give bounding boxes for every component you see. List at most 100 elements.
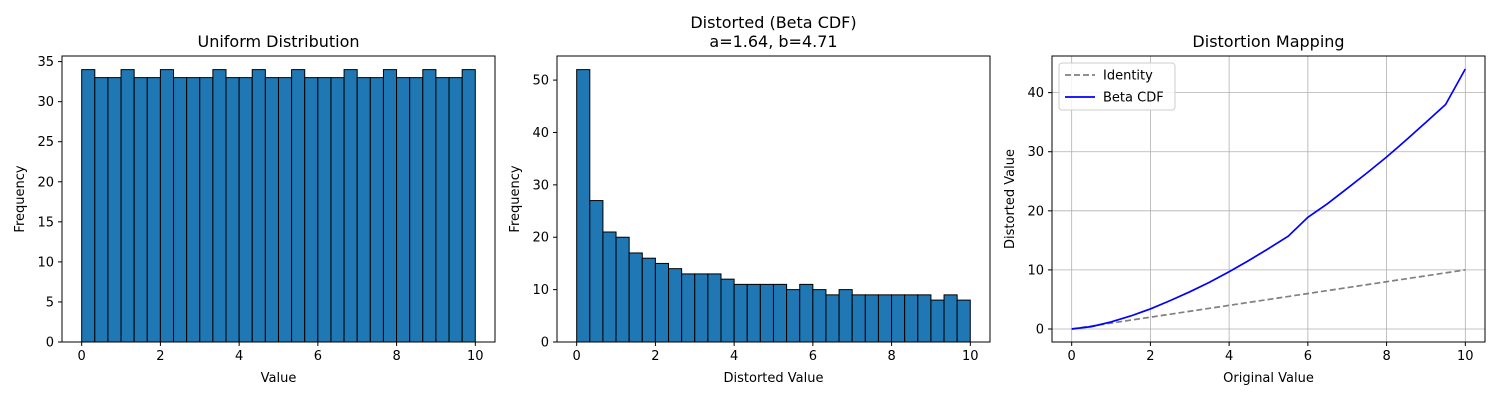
chart-title: Distorted (Beta CDF) a=1.64, b=4.71 [690,13,856,51]
histogram-bar [733,283,748,343]
x-tick-label: 6 [809,349,817,364]
y-tick-label: 0 [541,336,549,351]
x-tick-label: 4 [235,349,243,364]
histogram-bar [133,77,148,343]
histogram-bar [851,294,866,343]
histogram-bar [159,69,175,343]
histogram-bar [317,77,332,343]
series-line-beta-cdf [1071,68,1467,330]
x-tick-label: 0 [573,349,581,364]
histogram-bar [576,69,591,343]
x-axis-label: Value [261,371,297,386]
y-tick-label: 0 [1036,323,1044,338]
histogram-bar [759,283,774,343]
axes-frame [556,55,991,343]
histogram-bar [107,77,122,343]
legend-label: Identity [1103,69,1153,84]
histogram-bar [251,69,266,343]
y-axis-label: Frequency [508,165,523,232]
panel-distorted-beta-cdf: 0 2 4 6 8 10 0 10 20 30 40 50 Distorted Value Frequen… [508,13,991,386]
panel-distortion-mapping: 0 2 4 6 8 10 0 10 20 30 40 Original Value Distorted … [1003,32,1486,386]
histogram-bar [212,69,227,343]
histogram-bar [746,283,761,343]
y-tick-label: 35 [37,55,54,70]
histogram-bar [238,77,253,343]
histogram-bar [199,77,214,343]
histogram-bar [382,69,398,343]
histogram-bar [330,77,345,343]
y-axis-label: Frequency [13,165,28,232]
histogram-bar [422,69,437,343]
y-tick-label: 10 [532,283,549,298]
axes-frame [1051,55,1486,343]
histogram-bar [877,294,893,343]
x-tick-label: 0 [1068,349,1076,364]
axes-frame [61,55,496,343]
chart-title: Distortion Mapping [1192,32,1344,51]
histogram-bar [668,268,683,343]
histogram-bar [94,77,109,343]
y-tick-label: 30 [37,95,54,110]
histogram-bar [356,77,371,343]
y-tick-label: 10 [37,255,54,270]
histogram-bar [707,273,722,343]
histogram-bar [838,289,853,343]
x-tick-label: 8 [1382,349,1390,364]
x-tick-label: 8 [392,349,400,364]
histogram-bar [694,273,709,343]
histogram-bar [448,77,463,343]
histogram-bar [943,294,958,343]
histogram-bar [602,231,617,343]
histogram-bar [799,283,814,343]
y-tick-label: 40 [532,126,549,141]
x-tick-label: 10 [962,349,979,364]
histogram-bar [786,289,801,343]
x-tick-label: 4 [730,349,738,364]
y-tick-label: 10 [1027,263,1044,278]
legend-label: Beta CDF [1103,91,1164,106]
histogram-bar [681,273,696,343]
histogram-bar [146,77,161,343]
series-line-identity [1071,269,1466,330]
histogram-bar [343,69,358,343]
x-tick-label: 6 [314,349,322,364]
y-tick-label: 0 [46,336,54,351]
x-tick-label: 2 [651,349,659,364]
histogram-bar [369,77,384,343]
y-tick-label: 20 [532,231,549,246]
histogram-bar [956,299,971,343]
histogram-bar [904,294,919,343]
histogram-bar [825,294,840,343]
histogram-bar [930,299,945,343]
histogram-bar [120,69,135,343]
histogram-bar [628,252,643,343]
histogram-bar [812,289,827,343]
histogram-bar [917,294,932,343]
x-tick-label: 4 [1225,349,1233,364]
histogram-bar [589,200,604,343]
x-tick-label: 10 [467,349,484,364]
histogram-bar [396,77,411,343]
histogram-bar [225,77,240,343]
x-tick-label: 2 [1146,349,1154,364]
chart-title-line: a=1.64, b=4.71 [709,32,837,51]
histogram-bar [615,236,630,343]
x-tick-label: 10 [1457,349,1474,364]
chart-title-line: Distortion Mapping [1192,32,1344,51]
x-tick-label: 6 [1304,349,1312,364]
histogram-bar [435,77,450,343]
x-tick-label: 0 [78,349,86,364]
histogram-bar [864,294,879,343]
histogram-bar [291,69,306,343]
histogram-bar [461,69,476,343]
histogram-bar [654,262,670,343]
x-tick-label: 8 [887,349,895,364]
y-tick-label: 20 [1027,204,1044,219]
histogram-bar [264,77,279,343]
histogram-bar [641,257,656,343]
histogram-bar [173,77,188,343]
histogram-bar [186,77,201,343]
panel-uniform-distribution: 0 2 4 6 8 10 0 5 10 15 20 25 30 35 Value Frequency Unifo… [13,32,496,386]
y-axis-label: Distorted Value [1003,149,1018,249]
